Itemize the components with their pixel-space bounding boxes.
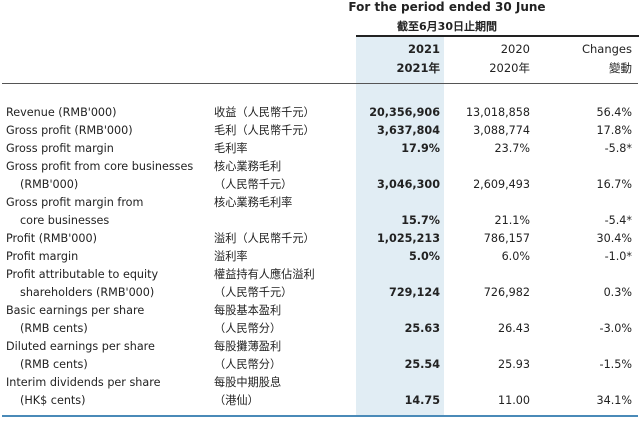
value-2020: 2,609,493 bbox=[473, 178, 530, 191]
period-title-zh: 截至6月30日止期間 bbox=[397, 20, 497, 33]
value-2021: 14.75 bbox=[404, 394, 440, 407]
value-2021: 1,025,213 bbox=[377, 232, 440, 245]
value-2020: 26.43 bbox=[497, 322, 530, 335]
row-label: Revenue (RMB'000) bbox=[6, 106, 117, 119]
row-label: (RMB'000) bbox=[20, 178, 79, 191]
value-change: 56.4% bbox=[596, 106, 632, 119]
row-label-zh: 核心業務毛利率 bbox=[214, 196, 293, 209]
value-change: -5.8* bbox=[604, 142, 632, 155]
value-change: 34.1% bbox=[596, 394, 632, 407]
row-label-zh: （港仙） bbox=[214, 394, 259, 407]
row-label: Basic earnings per share bbox=[6, 304, 145, 317]
column-header-changes: Changes bbox=[581, 42, 632, 56]
row-label-zh: （人民幣千元） bbox=[214, 178, 293, 191]
value-change: -1.0* bbox=[604, 250, 632, 263]
value-change: -5.4* bbox=[604, 214, 632, 227]
value-change: 30.4% bbox=[596, 232, 632, 245]
row-label-zh: 每股攤薄盈利 bbox=[214, 340, 282, 353]
row-label: Profit margin bbox=[6, 250, 79, 263]
column-header-2020: 2020 bbox=[500, 42, 530, 56]
value-2020: 23.7% bbox=[494, 142, 530, 155]
row-label: Gross profit margin bbox=[6, 142, 114, 155]
row-label-zh: （人民幣分） bbox=[214, 358, 282, 371]
header-rule bbox=[2, 83, 638, 84]
value-2020: 13,018,858 bbox=[465, 106, 530, 119]
value-2020: 786,157 bbox=[483, 232, 530, 245]
value-2021: 3,637,804 bbox=[377, 124, 440, 137]
current-year-highlight bbox=[356, 37, 444, 417]
value-change: -1.5% bbox=[599, 358, 632, 371]
row-label: (HK$ cents) bbox=[20, 394, 86, 407]
value-2021: 17.9% bbox=[401, 142, 440, 155]
row-label: Gross profit margin from bbox=[6, 196, 144, 209]
column-header-changes-zh: 變動 bbox=[609, 61, 632, 75]
value-2020: 21.1% bbox=[494, 214, 530, 227]
row-label: Diluted earnings per share bbox=[6, 340, 155, 353]
row-label: (RMB cents) bbox=[20, 322, 88, 335]
period-title: For the period ended 30 June bbox=[348, 0, 546, 14]
row-label-zh: 溢利（人民幣千元） bbox=[214, 232, 315, 245]
value-change: 17.8% bbox=[596, 124, 632, 137]
row-label-zh: 每股基本盈利 bbox=[214, 304, 282, 317]
value-2020: 11.00 bbox=[497, 394, 530, 407]
row-label-zh: 核心業務毛利 bbox=[214, 160, 282, 173]
row-label-zh: 收益（人民幣千元） bbox=[214, 106, 315, 119]
value-2021: 20,356,906 bbox=[369, 106, 440, 119]
column-header-2020-zh: 2020年 bbox=[489, 61, 530, 75]
row-label-zh: 毛利（人民幣千元） bbox=[214, 124, 315, 137]
row-label-zh: （人民幣千元） bbox=[214, 286, 293, 299]
row-label-zh: （人民幣分） bbox=[214, 322, 282, 335]
value-2021: 15.7% bbox=[401, 214, 440, 227]
value-2021: 3,046,300 bbox=[377, 178, 440, 191]
row-label-zh: 毛利率 bbox=[214, 142, 248, 155]
row-label: Profit (RMB'000) bbox=[6, 232, 97, 245]
row-label: (RMB cents) bbox=[20, 358, 88, 371]
row-label: Gross profit from core businesses bbox=[6, 160, 194, 173]
value-2021: 25.54 bbox=[404, 358, 440, 371]
table-bottom-rule bbox=[2, 415, 638, 417]
row-label: Gross profit (RMB'000) bbox=[6, 124, 133, 137]
value-2021: 25.63 bbox=[404, 322, 440, 335]
row-label: core businesses bbox=[20, 214, 110, 227]
value-change: -3.0% bbox=[599, 322, 632, 335]
row-label-zh: 每股中期股息 bbox=[214, 376, 282, 389]
value-2021: 729,124 bbox=[389, 286, 440, 299]
value-2021: 5.0% bbox=[408, 250, 440, 263]
value-2020: 726,982 bbox=[483, 286, 530, 299]
header-rule-top bbox=[356, 35, 639, 37]
value-change: 0.3% bbox=[603, 286, 632, 299]
row-label: Interim dividends per share bbox=[6, 376, 161, 389]
row-label: Profit attributable to equity bbox=[6, 268, 159, 281]
row-label-zh: 溢利率 bbox=[214, 250, 248, 263]
value-change: 16.7% bbox=[596, 178, 632, 191]
value-2020: 6.0% bbox=[501, 250, 530, 263]
row-label-zh: 權益持有人應佔溢利 bbox=[214, 268, 315, 281]
row-label: shareholders (RMB'000) bbox=[20, 286, 155, 299]
column-header-2021: 2021 bbox=[407, 42, 440, 56]
value-2020: 25.93 bbox=[497, 358, 530, 371]
value-2020: 3,088,774 bbox=[473, 124, 530, 137]
column-header-2021-zh: 2021年 bbox=[396, 61, 440, 75]
